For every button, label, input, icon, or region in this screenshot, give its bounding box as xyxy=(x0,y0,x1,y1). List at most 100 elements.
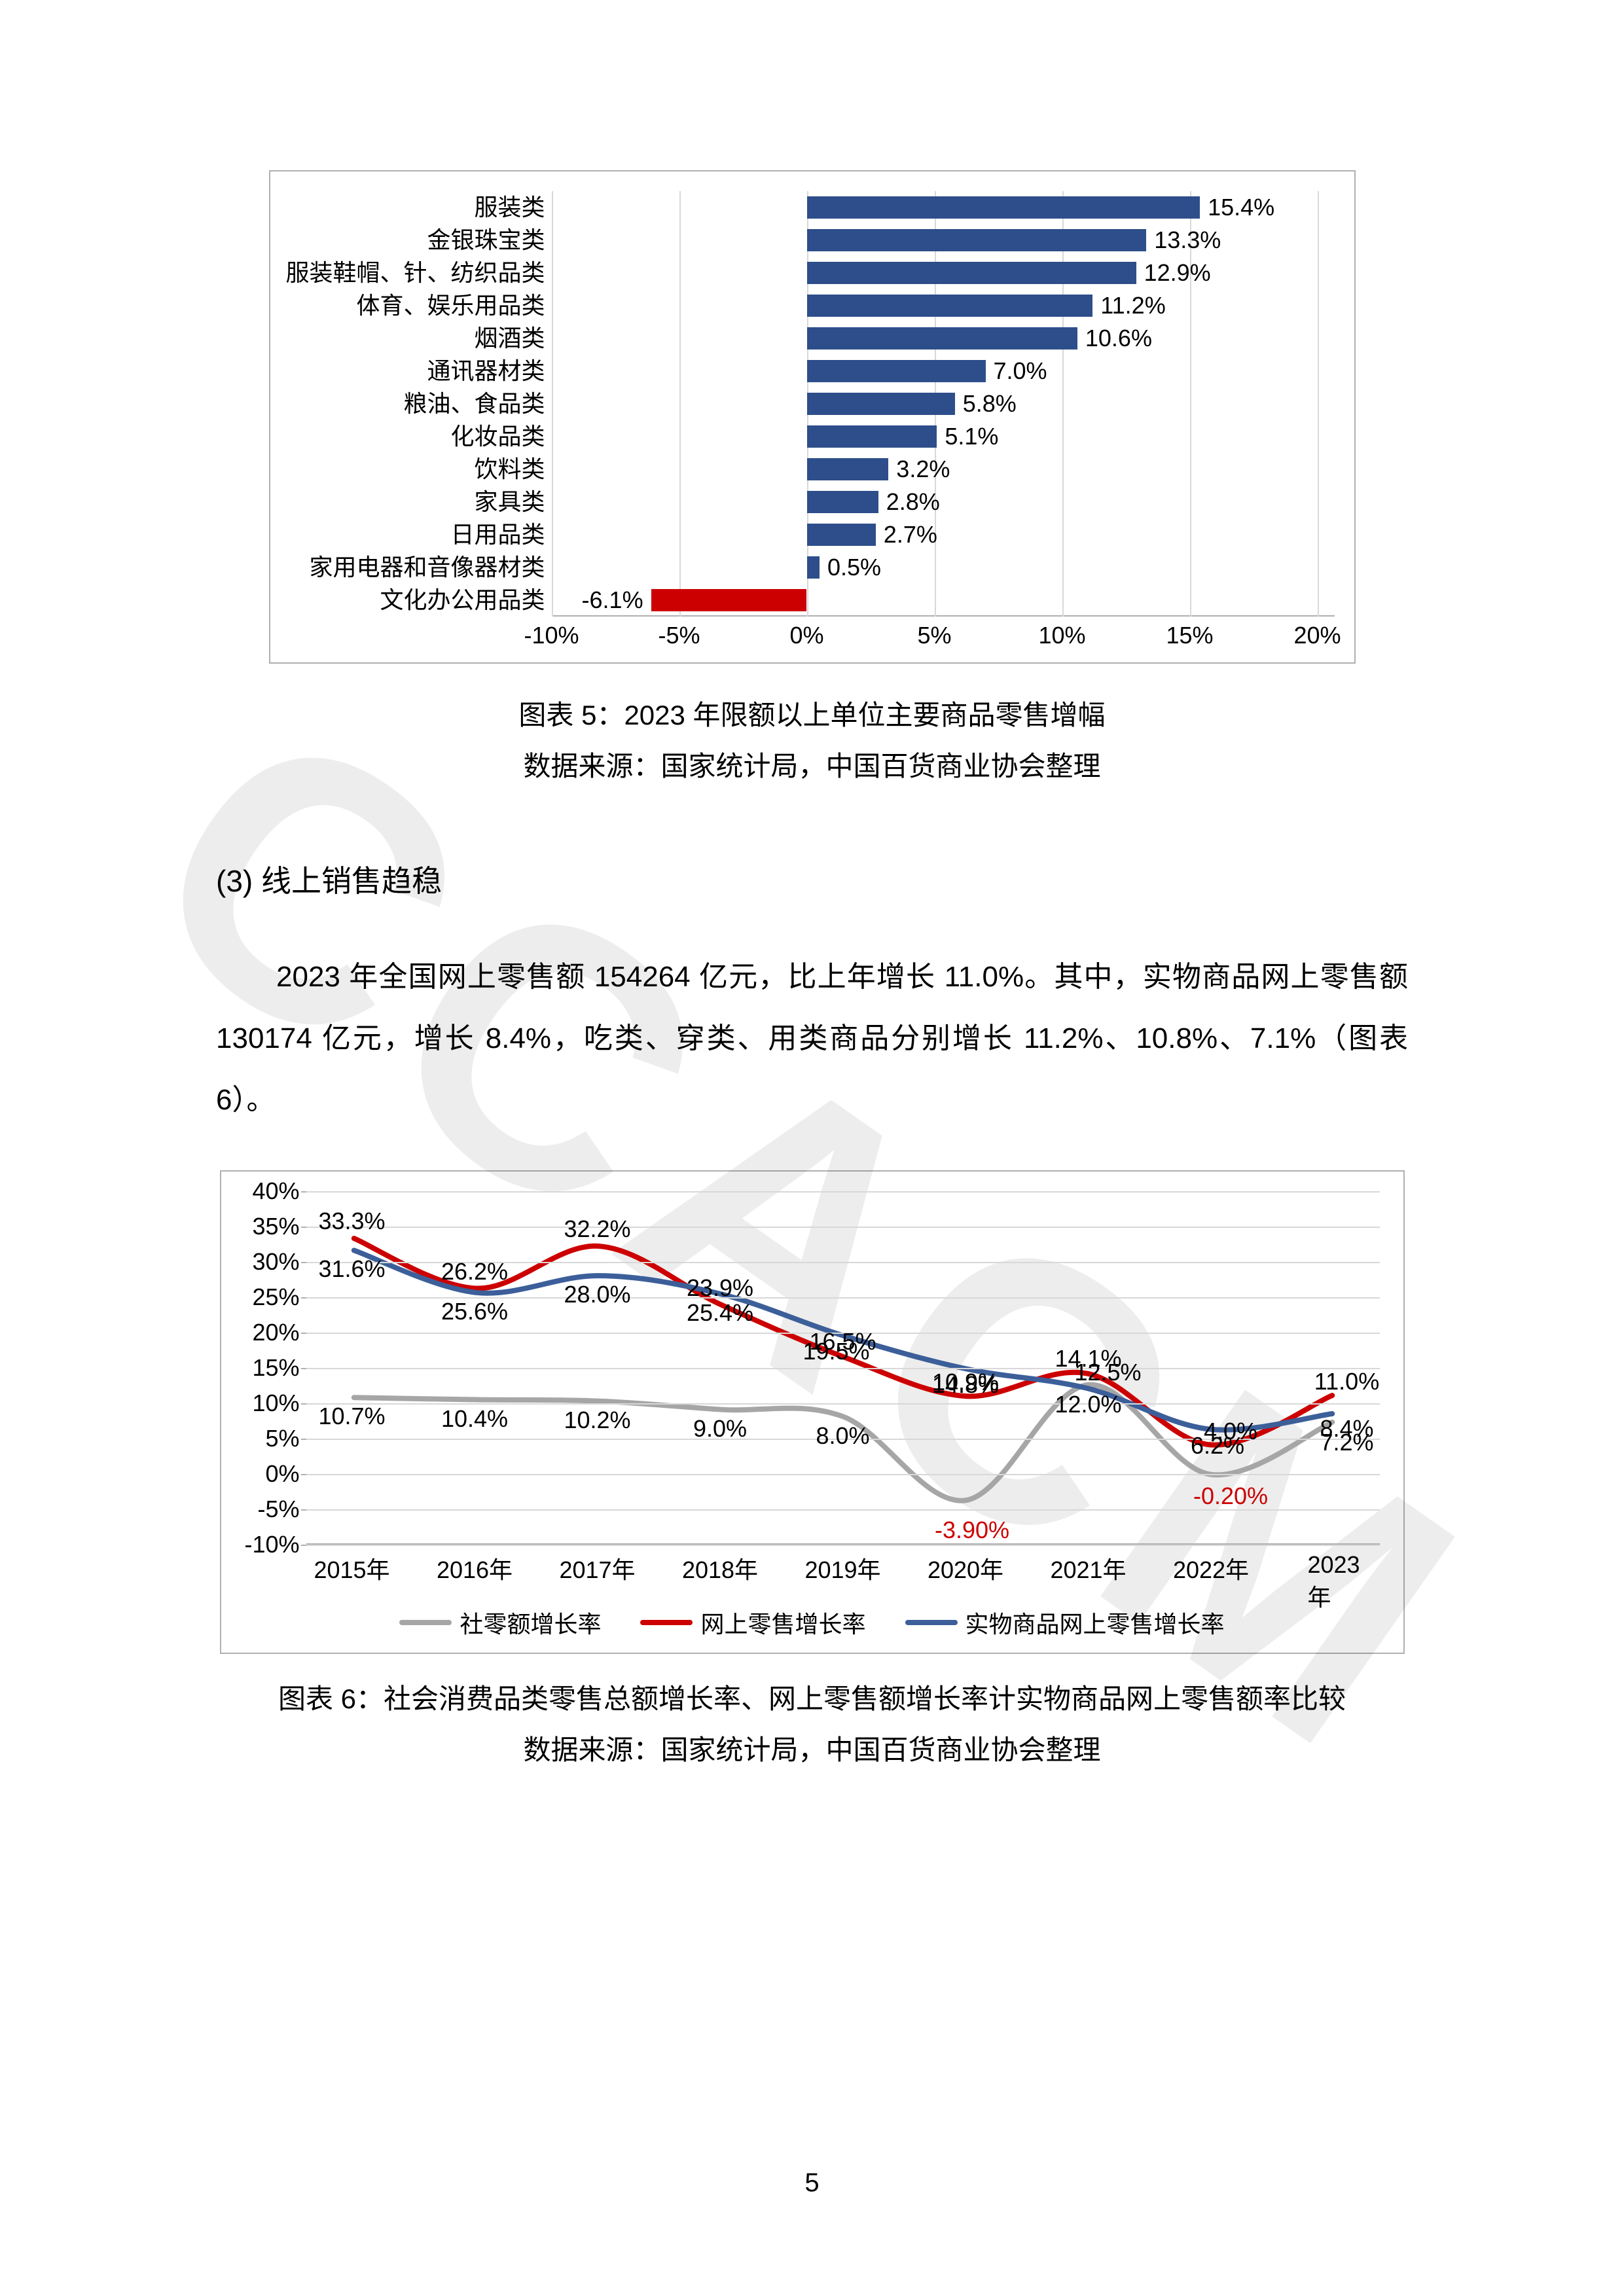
chart6-legend-swatch xyxy=(399,1620,452,1625)
chart6-data-label: 12.0% xyxy=(1055,1391,1121,1418)
chart5-bar-value: 13.3% xyxy=(1154,224,1221,257)
chart5-row-label: 化妆品类 xyxy=(277,420,545,453)
chart6-data-label: 10.2% xyxy=(564,1407,630,1434)
chart5-row-label: 文化办公用品类 xyxy=(277,584,545,617)
chart5-bar-value: 2.7% xyxy=(884,518,937,551)
chart6-y-tickmark xyxy=(301,1262,306,1263)
chart5-bar xyxy=(807,327,1077,350)
chart5-bar-value: -6.1% xyxy=(582,584,643,617)
chart6-caption: 图表 6：社会消费品类零售总额增长率、网上零售额增长率计实物商品网上零售额率比较… xyxy=(216,1674,1408,1776)
chart5-x-tick-label: -10% xyxy=(524,622,579,649)
chart6-y-tick-label: 10% xyxy=(252,1390,299,1417)
chart5-x-tick-label: -5% xyxy=(658,622,700,649)
chart5-bar xyxy=(807,262,1136,284)
chart6-data-label: 10.7% xyxy=(318,1403,385,1430)
chart6-y-tickmark xyxy=(301,1403,306,1405)
chart6-data-label: 14.8% xyxy=(932,1371,999,1399)
page-number: 5 xyxy=(0,2168,1624,2198)
chart5-row-label: 烟酒类 xyxy=(277,322,545,355)
chart6-legend-item: 社零额增长率 xyxy=(399,1605,601,1640)
chart6-x-tick-label: 2020年 xyxy=(928,1551,1003,1585)
chart6-gridline xyxy=(306,1227,1380,1228)
chart5-row-label: 体育、娱乐用品类 xyxy=(277,289,545,322)
chart5-bar-value: 15.4% xyxy=(1208,191,1274,224)
chart6-data-label: -3.90% xyxy=(935,1516,1009,1544)
chart5-bar-row: 2.8% xyxy=(552,486,1335,518)
chart5-bar-value: 12.9% xyxy=(1144,257,1211,289)
chart5-category-labels: 服装类金银珠宝类服装鞋帽、针、纺织品类体育、娱乐用品类烟酒类通讯器材类粮油、食品… xyxy=(277,191,552,649)
chart6-legend-label: 实物商品网上零售增长率 xyxy=(965,1605,1225,1640)
chart6-y-tickmark xyxy=(301,1368,306,1369)
chart5-bar xyxy=(807,425,937,448)
chart5-row-label: 通讯器材类 xyxy=(277,355,545,387)
chart5-bar-row: 7.0% xyxy=(552,355,1335,387)
chart5-x-tick-label: 15% xyxy=(1166,622,1213,649)
chart6-y-tick-label: 15% xyxy=(252,1354,299,1382)
chart6-y-tickmark xyxy=(301,1509,306,1511)
chart5-bar-row: 10.6% xyxy=(552,322,1335,355)
section3-title: (3) 线上销售趋稳 xyxy=(216,857,1408,901)
chart5-bar xyxy=(807,524,876,546)
chart6-legend-label: 网上零售增长率 xyxy=(700,1605,865,1640)
chart6-data-label: 25.4% xyxy=(687,1299,753,1327)
chart6-y-tick-label: 5% xyxy=(265,1425,299,1452)
chart5-x-tick-label: 20% xyxy=(1293,622,1341,649)
chart6-legend-swatch xyxy=(640,1620,693,1625)
chart6-y-tickmark xyxy=(301,1297,306,1299)
chart6-legend-item: 网上零售增长率 xyxy=(640,1605,865,1640)
chart6-legend-label: 社零额增长率 xyxy=(460,1605,601,1640)
chart6-gridline xyxy=(306,1545,1380,1546)
chart6-data-label: 32.2% xyxy=(564,1215,630,1243)
chart5-row-label: 服装类 xyxy=(277,191,545,224)
chart6-y-tick-label: 20% xyxy=(252,1319,299,1346)
chart6-data-label: 23.9% xyxy=(687,1274,753,1302)
chart6-y-tick-label: 40% xyxy=(252,1177,299,1205)
chart5-row-label: 服装鞋帽、针、纺织品类 xyxy=(277,257,545,289)
chart6-data-label: 19.5% xyxy=(803,1338,869,1365)
chart6-x-tick-label: 2021年 xyxy=(1050,1551,1126,1585)
chart5-bar-value: 5.8% xyxy=(963,387,1017,420)
chart6-x-tick-label: 2022年 xyxy=(1173,1551,1249,1585)
chart5-x-tick-label: 5% xyxy=(917,622,951,649)
chart5-bar xyxy=(807,491,878,513)
chart6-y-tick-label: 25% xyxy=(252,1283,299,1311)
chart5-bar-row: 0.5% xyxy=(552,551,1335,584)
chart6-data-label: 10.4% xyxy=(441,1405,508,1433)
chart5-bar-row: 3.2% xyxy=(552,453,1335,486)
chart6-gridline xyxy=(306,1191,1380,1193)
chart6-x-tick-label: 2017年 xyxy=(559,1551,635,1585)
chart5-bar xyxy=(807,393,955,415)
chart6-x-tick-label: 2018年 xyxy=(682,1551,758,1585)
chart6-y-tick-label: -5% xyxy=(257,1496,299,1523)
chart6-y-axis: 40%35%30%25%20%15%10%5%0%-5%-10% xyxy=(241,1191,306,1545)
chart5-bar xyxy=(807,360,986,382)
chart5-bar-value: 0.5% xyxy=(827,551,881,584)
chart6-x-ticks: 2015年2016年2017年2018年2019年2020年2021年2022年… xyxy=(306,1551,1380,1584)
chart6-x-tick-label: 2023年 xyxy=(1307,1551,1360,1613)
chart6-data-label: 9.0% xyxy=(693,1415,747,1443)
chart6-data-label: 25.6% xyxy=(441,1298,508,1325)
chart5-bar-row: 13.3% xyxy=(552,224,1335,257)
chart6-data-label: 33.3% xyxy=(318,1208,385,1235)
chart6-data-label: 28.0% xyxy=(564,1281,630,1308)
chart6-y-tickmark xyxy=(301,1439,306,1440)
chart6-data-label: 6.2% xyxy=(1191,1432,1244,1460)
chart6-chart-area: 10.7%10.4%10.2%9.0%8.0%-3.90%12.5%-0.20%… xyxy=(306,1191,1380,1545)
chart6-data-label: -0.20% xyxy=(1193,1482,1268,1510)
chart6-y-tickmark xyxy=(301,1191,306,1193)
chart5-bar xyxy=(807,196,1200,219)
chart5-bar-value: 2.8% xyxy=(886,486,940,518)
section3-body-text: 2023 年全国网上零售额 154264 亿元，比上年增长 11.0%。其中，实… xyxy=(216,961,1408,1116)
chart5-bar-row: 5.1% xyxy=(552,420,1335,453)
chart6: 40%35%30%25%20%15%10%5%0%-5%-10% 10.7%10… xyxy=(220,1170,1405,1654)
chart5-caption: 图表 5：2023 年限额以上单位主要商品零售增幅 数据来源：国家统计局，中国百… xyxy=(216,690,1408,792)
chart5-x-tick-label: 0% xyxy=(789,622,823,649)
chart6-legend-item: 实物商品网上零售增长率 xyxy=(905,1605,1225,1640)
chart6-y-tickmark xyxy=(301,1333,306,1334)
chart6-x-tick-label: 2016年 xyxy=(437,1551,513,1585)
chart6-y-tickmark xyxy=(301,1227,306,1228)
chart6-data-label: 8.0% xyxy=(816,1422,869,1450)
chart5-row-label: 家用电器和音像器材类 xyxy=(277,551,545,584)
chart6-y-tick-label: 30% xyxy=(252,1248,299,1276)
chart6-data-label: 26.2% xyxy=(441,1258,508,1285)
